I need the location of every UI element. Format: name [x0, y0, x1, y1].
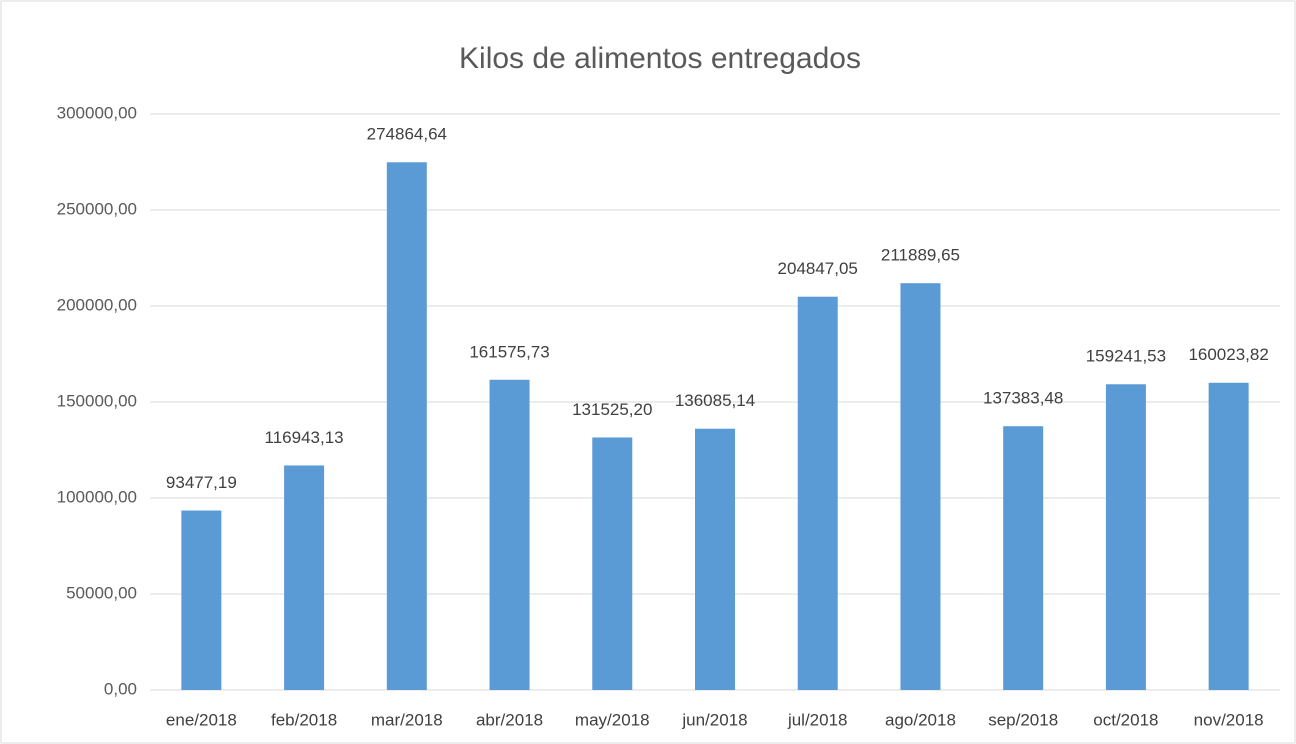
x-tick-label: ene/2018	[166, 710, 237, 729]
y-tick-label: 250000,00	[57, 199, 137, 218]
value-label: 116943,13	[265, 428, 344, 447]
value-label: 137383,48	[983, 389, 1063, 408]
bar	[1208, 382, 1249, 690]
value-label: 160023,82	[1188, 345, 1268, 364]
value-label: 93477,19	[166, 473, 237, 492]
x-tick-label: may/2018	[575, 710, 650, 729]
bar	[695, 428, 735, 690]
value-label: 161575,73	[469, 342, 549, 361]
x-tick-label: abr/2018	[476, 710, 543, 729]
bar	[592, 437, 633, 690]
x-tick-label: nov/2018	[1194, 710, 1264, 729]
value-label: 204847,05	[778, 259, 858, 278]
bar	[181, 510, 222, 690]
bar	[1105, 384, 1146, 690]
x-tick-label: mar/2018	[371, 710, 443, 729]
bar	[489, 379, 530, 690]
x-tick-label: sep/2018	[988, 710, 1058, 729]
bar	[797, 296, 838, 690]
bar	[1003, 426, 1044, 690]
value-label: 131525,20	[572, 400, 652, 419]
value-label: 274864,64	[367, 125, 447, 144]
value-label: 159241,53	[1086, 347, 1166, 366]
x-tick-label: jul/2018	[787, 710, 848, 729]
x-tick-label: oct/2018	[1093, 710, 1158, 729]
bar	[386, 162, 427, 690]
y-tick-label: 100000,00	[57, 487, 137, 506]
chart-title: Kilos de alimentos entregados	[459, 42, 861, 75]
bar	[900, 283, 941, 690]
y-tick-label: 150000,00	[57, 391, 137, 410]
bar	[284, 465, 325, 690]
x-tick-label: jun/2018	[681, 710, 747, 729]
value-label: 211889,65	[881, 246, 960, 265]
y-tick-label: 50000,00	[66, 583, 137, 602]
y-tick-label: 300000,00	[57, 103, 137, 122]
x-tick-label: ago/2018	[885, 710, 956, 729]
y-tick-label: 0,00	[104, 679, 137, 698]
y-tick-label: 200000,00	[57, 295, 137, 314]
value-label: 136085,14	[675, 391, 755, 410]
x-tick-label: feb/2018	[271, 710, 337, 729]
